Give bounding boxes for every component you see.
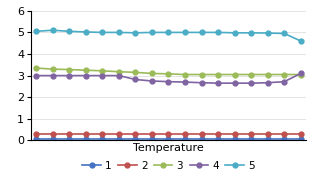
- 2: [117, 133, 121, 135]
- 2: [233, 133, 236, 135]
- 4: [51, 75, 55, 77]
- 2: [249, 133, 253, 135]
- 4: [282, 81, 286, 83]
- 3: [299, 73, 303, 76]
- 2: [266, 133, 270, 135]
- 1: [84, 138, 88, 140]
- 2: [100, 133, 104, 135]
- 1: [233, 138, 236, 140]
- Line: 4: 4: [34, 71, 303, 86]
- 1: [183, 138, 187, 140]
- 4: [233, 82, 236, 84]
- 4: [100, 75, 104, 77]
- 5: [34, 30, 38, 32]
- 3: [117, 71, 121, 73]
- 2: [150, 133, 154, 135]
- 4: [183, 81, 187, 83]
- 5: [51, 29, 55, 31]
- 4: [84, 75, 88, 77]
- 2: [183, 133, 187, 135]
- Line: 5: 5: [34, 28, 303, 44]
- 4: [200, 82, 203, 84]
- 3: [150, 72, 154, 75]
- 5: [299, 40, 303, 42]
- 5: [100, 31, 104, 33]
- 3: [100, 70, 104, 72]
- 1: [34, 138, 38, 140]
- 4: [167, 81, 170, 83]
- 1: [167, 138, 170, 140]
- 2: [84, 133, 88, 135]
- 5: [67, 30, 71, 32]
- 5: [216, 31, 220, 33]
- 4: [67, 75, 71, 77]
- 2: [216, 133, 220, 135]
- 1: [51, 138, 55, 140]
- 4: [299, 72, 303, 75]
- 3: [249, 73, 253, 76]
- Legend: 1, 2, 3, 4, 5: 1, 2, 3, 4, 5: [78, 156, 259, 175]
- 5: [233, 32, 236, 34]
- 5: [282, 32, 286, 35]
- 4: [150, 80, 154, 82]
- 3: [282, 73, 286, 76]
- 3: [134, 71, 137, 73]
- Line: 3: 3: [34, 66, 303, 77]
- 3: [183, 73, 187, 76]
- 5: [200, 31, 203, 33]
- 1: [134, 138, 137, 140]
- X-axis label: Temperature: Temperature: [133, 143, 204, 153]
- 4: [34, 75, 38, 77]
- 2: [67, 133, 71, 135]
- 5: [134, 32, 137, 34]
- 1: [150, 138, 154, 140]
- 4: [134, 78, 137, 81]
- 5: [150, 31, 154, 33]
- 5: [249, 32, 253, 34]
- 1: [200, 138, 203, 140]
- 3: [51, 68, 55, 70]
- 3: [266, 73, 270, 76]
- 3: [167, 73, 170, 75]
- 1: [282, 138, 286, 140]
- 2: [200, 133, 203, 135]
- 2: [34, 133, 38, 135]
- 3: [34, 67, 38, 69]
- 1: [67, 138, 71, 140]
- 5: [117, 31, 121, 33]
- 4: [216, 82, 220, 84]
- 1: [216, 138, 220, 140]
- 4: [117, 75, 121, 77]
- Line: 2: 2: [34, 132, 303, 137]
- 1: [266, 138, 270, 140]
- 3: [67, 68, 71, 71]
- 5: [266, 32, 270, 34]
- 4: [249, 82, 253, 84]
- 2: [167, 133, 170, 135]
- 2: [134, 133, 137, 135]
- 4: [266, 82, 270, 84]
- 1: [117, 138, 121, 140]
- 5: [84, 31, 88, 33]
- 3: [216, 73, 220, 76]
- 3: [200, 73, 203, 76]
- 5: [167, 31, 170, 33]
- 2: [299, 133, 303, 135]
- 5: [183, 31, 187, 33]
- 2: [51, 133, 55, 135]
- 1: [100, 138, 104, 140]
- 3: [233, 73, 236, 76]
- 2: [282, 133, 286, 135]
- 1: [249, 138, 253, 140]
- Line: 1: 1: [34, 137, 303, 142]
- 1: [299, 138, 303, 140]
- 3: [84, 69, 88, 71]
